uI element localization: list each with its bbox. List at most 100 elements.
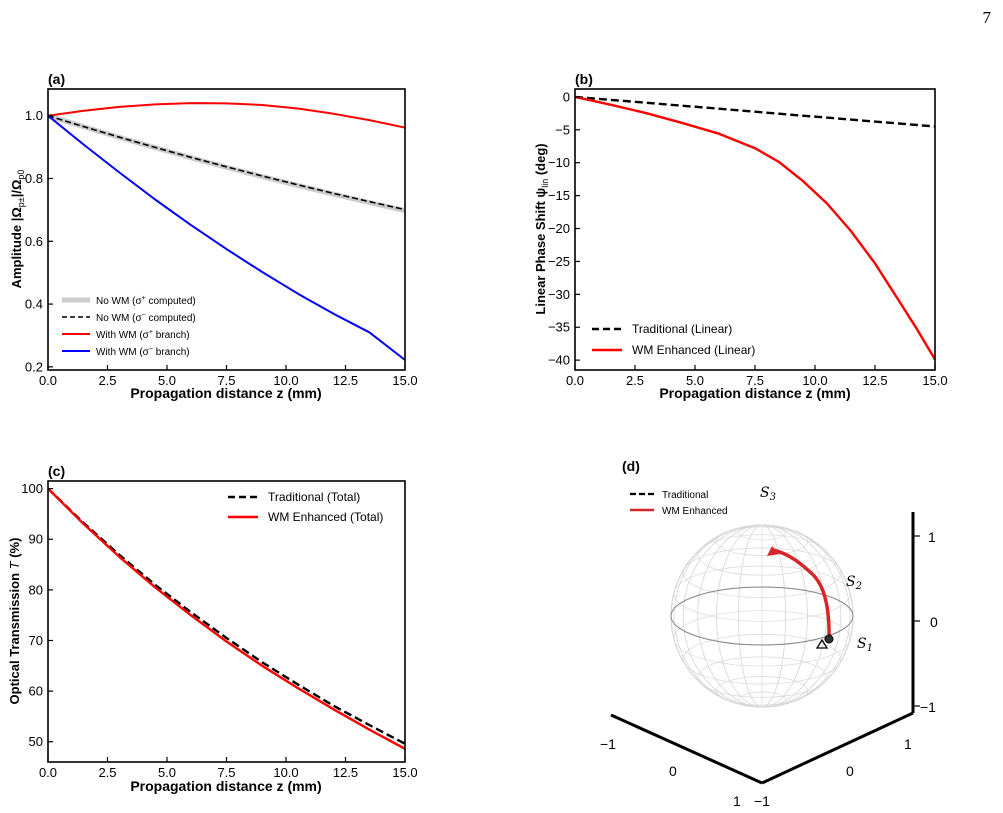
ytick-label-b-3: −15 (548, 188, 570, 203)
xtick-label-a-0: 0.0 (39, 373, 57, 388)
legend-a-2-tail: computed) (146, 313, 196, 324)
xtick-label-b-3: 7.5 (746, 373, 764, 388)
panel-d-label: (d) (622, 458, 640, 474)
panel-a-ylabel-main: Amplitude |Ω (9, 207, 24, 288)
panel-b: (b) 0.0 2.5 5.0 7.5 10.0 12.5 15.0 0 −5 −10 −15 −20… (533, 71, 948, 401)
series-c-2 (48, 487, 405, 750)
ytick-label-c-4: 90 (29, 532, 43, 547)
s1-axis-label: S1 (857, 636, 873, 654)
sphere-latitude-line (697, 656, 827, 698)
ytick-label-c-2: 70 (29, 633, 43, 648)
s2-letter: S (846, 574, 856, 590)
s2-sub: 2 (855, 581, 862, 592)
legend-a-label-2: No WM (σ− computed) (96, 312, 196, 324)
series-a-1 (48, 113, 405, 214)
panel-a-ylabel-mid: |/Ω (9, 180, 24, 198)
xtick-label-c-4: 10.0 (273, 765, 298, 780)
traditional-marker (815, 638, 829, 649)
xtick-label-c-5: 12.5 (333, 765, 358, 780)
panel-c-ylabel: Optical Transmission T (%) (7, 538, 22, 705)
wm-enhanced-trajectory (771, 548, 831, 639)
sphere-longitude-line (673, 524, 851, 708)
panel-c-ylabel-main: Optical Transmission (7, 569, 22, 704)
legend-c-label-2: WM Enhanced (Total) (268, 510, 383, 524)
ytick-label-b-0: 0 (563, 89, 570, 104)
wm-enhanced-end-marker (767, 546, 779, 556)
ytick-label-c-1: 60 (29, 684, 43, 699)
series-a-3 (48, 102, 405, 129)
panel-a-ylabel-sub1: p± (16, 197, 26, 207)
rtick-label-2: 0 (846, 763, 854, 779)
vtick-label-bottom: −1 (920, 699, 936, 715)
panel-d: (d) Traditional WM Enhanced 1 0 −1 −1 0 … (600, 458, 938, 809)
ytick-label-a-0: 0.2 (25, 359, 43, 374)
panel-b-xlabel: Propagation distance z (mm) (659, 385, 850, 401)
legend-d-label-2: WM Enhanced (662, 506, 728, 517)
legend-a-4-main: With WM (σ (96, 347, 150, 358)
vtick-label-mid: 0 (930, 614, 938, 630)
xtick-label-a-6: 15.0 (392, 373, 417, 388)
legend-c-label-1: Traditional (Total) (268, 490, 360, 504)
xtick-label-c-6: 15.0 (392, 765, 417, 780)
ytick-label-a-4: 1.0 (25, 108, 43, 123)
legend-d-label-1: Traditional (662, 490, 708, 501)
legend-a-1-main: No WM (σ (96, 296, 142, 307)
ytick-label-c-3: 80 (29, 582, 43, 597)
xtick-label-b-1: 2.5 (626, 373, 644, 388)
ytick-label-a-1: 0.4 (25, 297, 43, 312)
series-b-2 (575, 95, 935, 361)
s3-axis-label: S3 (760, 485, 776, 503)
xtick-label-a-5: 12.5 (333, 373, 358, 388)
ytick-label-b-2: −10 (548, 155, 570, 170)
sphere-latitude-line (697, 534, 827, 576)
xtick-label-c-1: 2.5 (98, 765, 116, 780)
ytick-label-c-0: 50 (29, 734, 43, 749)
ytick-label-a-2: 0.6 (25, 234, 43, 249)
s2-axis-label: S2 (846, 574, 862, 592)
panel-d-legend: Traditional WM Enhanced (630, 490, 728, 517)
panel-c-plot-lines (48, 487, 405, 750)
series-a-2 (48, 114, 405, 211)
xtick-label-b-6: 15.0 (922, 373, 947, 388)
xtick-label-b-0: 0.0 (566, 373, 584, 388)
panel-c-label: (c) (48, 463, 65, 479)
legend-a-label-1: No WM (σ+ computed) (96, 295, 196, 307)
sphere-equator (670, 586, 854, 646)
ytick-label-c-5: 100 (21, 481, 43, 496)
xtick-label-c-2: 5.0 (158, 765, 176, 780)
panel-a-legend: No WM (σ+ computed) No WM (σ− computed) … (62, 295, 196, 358)
legend-a-1-sup: + (142, 295, 146, 302)
sphere-latitude-line (716, 526, 808, 556)
legend-b-label-2: WM Enhanced (Linear) (632, 343, 755, 357)
vtick-label-top: 1 (928, 529, 936, 545)
ytick-label-b-7: −35 (548, 320, 570, 335)
legend-a-4-sup: − (149, 346, 153, 353)
legend-a-1-tail: computed) (146, 296, 196, 307)
trajectory-start-point (824, 634, 834, 644)
legend-a-2-sup: − (142, 312, 146, 319)
ytick-label-b-1: −5 (555, 122, 570, 137)
panel-b-ticks: 0.0 2.5 5.0 7.5 10.0 12.5 15.0 0 −5 −10 −15 −20 −25 −… (548, 89, 948, 388)
xtick-label-a-4: 10.0 (273, 373, 298, 388)
sphere-latitude-line (682, 634, 842, 685)
panel-a-ticks: 0.0 2.5 5.0 7.5 10.0 12.5 15.0 0.2 0.4 0.6 0.8 1.0 (25, 108, 418, 388)
panel-a-ylabel-sub2: p0 (16, 170, 26, 180)
panel-a-xlabel: Propagation distance z (mm) (130, 385, 321, 401)
ytick-label-b-4: −20 (548, 221, 570, 236)
ltick-label-2: 0 (669, 763, 677, 779)
legend-a-label-3: With WM (σ+ branch) (96, 329, 190, 341)
axis-right-front (761, 711, 914, 785)
legend-a-3-tail: branch) (153, 330, 190, 341)
poincare-sphere-wireframe (670, 524, 854, 708)
s3-letter: S (760, 485, 770, 501)
panel-c: (c) 0.0 2.5 5.0 7.5 10.0 12.5 15.0 50 60 70 80 90 10… (7, 463, 418, 794)
panel-a: (a) 0.0 2.5 5.0 7.5 10.0 12.5 15.0 0.2 0.4 0.6 0.8… (9, 71, 418, 401)
ytick-label-b-6: −30 (548, 287, 570, 302)
series-a-4 (48, 114, 405, 361)
series-c-1 (48, 487, 405, 745)
xtick-label-a-1: 2.5 (98, 373, 116, 388)
panel-b-ylabel-sub: lin (540, 179, 550, 188)
ytick-label-b-8: −40 (548, 353, 570, 368)
panel-b-legend: Traditional (Linear) WM Enhanced (Linear… (592, 322, 755, 357)
ltick-label-1: −1 (600, 736, 616, 752)
